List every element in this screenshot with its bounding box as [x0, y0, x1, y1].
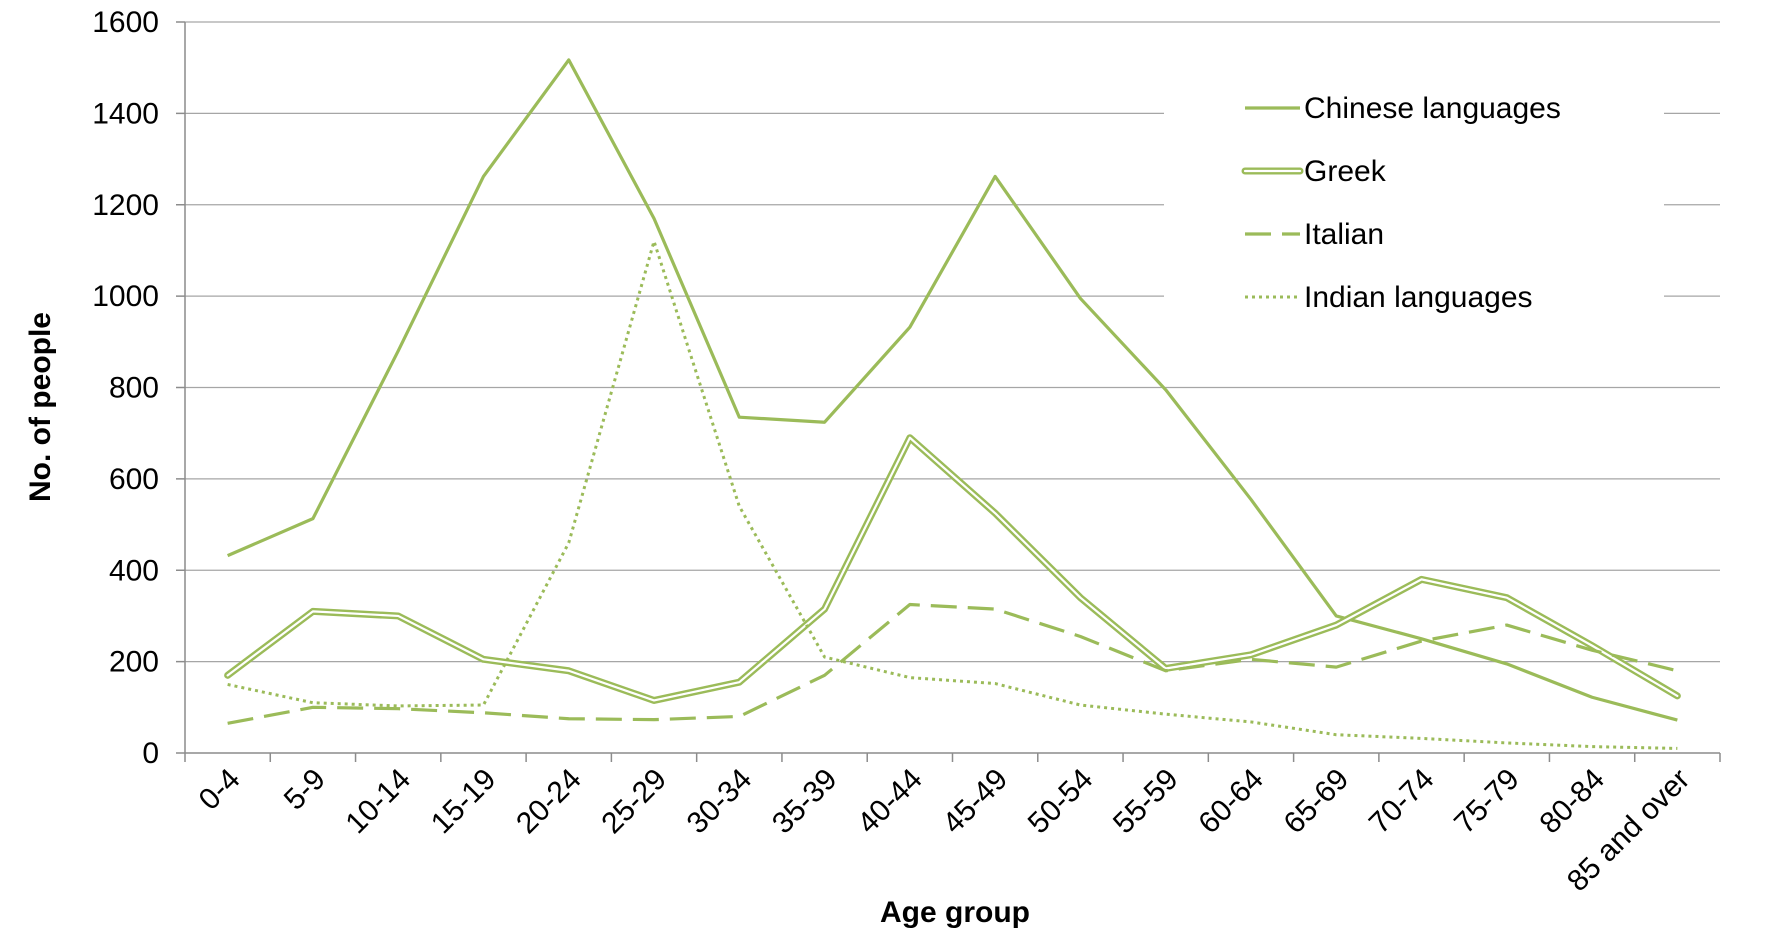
x-tick-labels: 0-4 5-9 10-14 15-19 20-24 25-29 30-34 35-39 40-4… [193, 763, 1697, 898]
series-greek-line-inner [226, 436, 1679, 702]
x-tick-label: 0-4 [193, 763, 247, 817]
legend-chinese-languages: Chinese languages [1245, 92, 1561, 125]
x-tick-label: 15-19 [425, 763, 503, 841]
legend-label: Greek [1304, 155, 1387, 188]
series-chinese-languages-line [227, 58, 1678, 722]
y-tick-label: 1000 [92, 280, 159, 313]
series-italian-line [227, 602, 1678, 725]
legend-label: Italian [1304, 218, 1384, 251]
legend: Chinese languages Greek Italian Indian lang… [1164, 72, 1664, 334]
x-tick-label: 30-34 [681, 763, 759, 841]
x-tick-label: 20-24 [510, 763, 588, 841]
x-tick-label: 25-29 [595, 763, 673, 841]
y-tick-label: 1600 [92, 6, 159, 39]
series-lines [224, 58, 1681, 750]
x-tick-label: 60-64 [1192, 763, 1270, 841]
x-tick-label: 35-39 [766, 763, 844, 841]
y-tick-label: 800 [109, 372, 159, 405]
legend-background [1164, 72, 1664, 334]
legend-greek: Greek [1241, 155, 1387, 188]
series-chinese-languages [227, 58, 1678, 722]
x-tick-label: 75-79 [1448, 763, 1526, 841]
x-tick-label: 10-14 [340, 763, 418, 841]
x-tick-label: 65-69 [1278, 763, 1356, 841]
x-tick-label: 5-9 [278, 763, 332, 817]
x-tick-label: 55-59 [1107, 763, 1185, 841]
legend-indian-languages: Indian languages [1245, 281, 1533, 314]
x-tick-label: 45-49 [936, 763, 1014, 841]
y-tick-label: 1400 [92, 97, 159, 130]
legend-italian: Italian [1245, 218, 1384, 251]
x-axis-title: Age group [880, 896, 1030, 929]
y-tick-label: 400 [109, 554, 159, 587]
x-tick-label: 70-74 [1363, 763, 1441, 841]
y-tick-labels: 0 200 400 600 800 1000 1200 1400 1600 [92, 6, 159, 770]
x-tick-label: 80-84 [1533, 763, 1611, 841]
axes [176, 21, 1721, 762]
y-axis-title: No. of people [24, 312, 57, 502]
y-tick-label: 0 [142, 737, 159, 770]
x-tick-label: 40-44 [851, 763, 929, 841]
y-tick-label: 200 [109, 646, 159, 679]
x-tick-label: 50-54 [1022, 763, 1100, 841]
series-italian [227, 602, 1678, 725]
legend-label: Chinese languages [1304, 92, 1561, 125]
y-tick-label: 600 [109, 463, 159, 496]
y-tick-label: 1200 [92, 189, 159, 222]
legend-label: Indian languages [1304, 281, 1533, 314]
series-greek [224, 434, 1681, 704]
